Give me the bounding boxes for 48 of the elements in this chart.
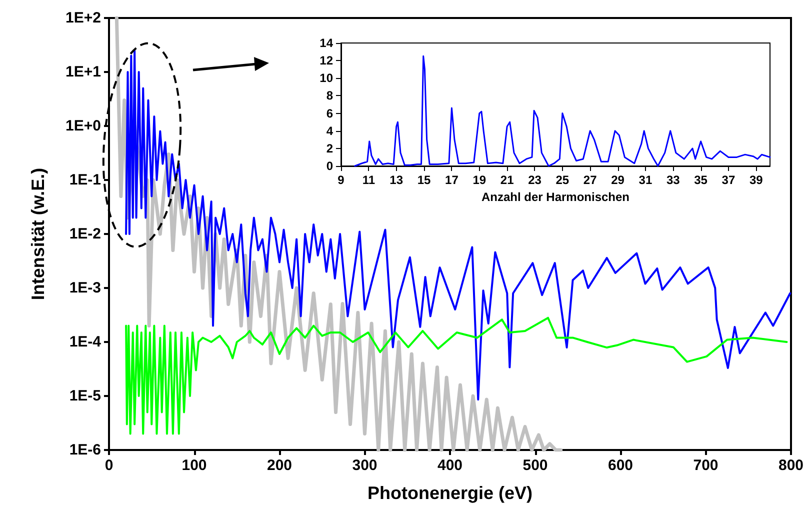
x-tick-label: 13 <box>390 173 404 187</box>
y-tick-label: 1E-1 <box>69 172 101 188</box>
y-tick-label: 1E+0 <box>66 118 101 134</box>
x-tick-label: 35 <box>694 173 708 187</box>
x-tick-label: 29 <box>611 173 625 187</box>
line-series <box>354 55 771 167</box>
x-tick-label: 37 <box>722 173 736 187</box>
line-series <box>125 50 792 401</box>
y-tick-label: 0 <box>326 159 334 173</box>
x-tick-label: 23 <box>528 173 542 187</box>
y-tick-label: 1E-2 <box>69 226 101 242</box>
x-tick-label: 0 <box>104 457 114 474</box>
y-tick-label: 8 <box>326 88 334 103</box>
x-tick-label: 21 <box>500 173 514 187</box>
x-tick-label: 25 <box>556 173 570 187</box>
y-tick-label: 1E-4 <box>69 334 102 350</box>
y-axis-title: Intensität (w.E.) <box>28 168 48 300</box>
x-tick-label: 300 <box>352 457 378 474</box>
x-tick-label: 39 <box>749 173 764 187</box>
x-tick-label: 100 <box>182 457 207 474</box>
x-tick-label: 800 <box>778 457 804 474</box>
y-tick-label: 10 <box>320 71 334 86</box>
x-tick-label: 17 <box>445 173 459 187</box>
y-tick-label: 1E-6 <box>69 442 101 458</box>
x-tick-label: 11 <box>362 173 376 187</box>
x-axis-title: Anzahl der Harmonischen <box>481 190 630 204</box>
y-tick-label: 14 <box>320 36 334 50</box>
y-tick-label: 1E-5 <box>69 388 101 404</box>
x-axis-title: Photonenergie (eV) <box>367 483 533 503</box>
x-tick-label: 19 <box>472 173 486 187</box>
y-tick-label: 12 <box>320 54 334 68</box>
x-tick-label: 500 <box>522 457 548 474</box>
y-tick-label: 1E-3 <box>69 280 101 296</box>
x-tick-label: 9 <box>338 173 345 187</box>
y-tick-label: 4 <box>326 124 334 138</box>
y-tick-label: 1E+1 <box>66 64 101 80</box>
x-tick-label: 15 <box>417 173 432 187</box>
x-tick-label: 600 <box>608 457 634 474</box>
x-tick-label: 200 <box>266 457 292 474</box>
x-tick-label: 27 <box>583 173 598 187</box>
y-tick-label: 6 <box>326 106 334 120</box>
x-tick-label: 400 <box>437 457 463 474</box>
y-tick-label: 2 <box>326 141 334 156</box>
y-tick-label: 1E+2 <box>66 10 101 26</box>
x-tick-label: 700 <box>693 457 718 474</box>
x-tick-label: 31 <box>638 173 652 187</box>
x-tick-label: 33 <box>666 173 680 187</box>
line-series <box>125 316 788 435</box>
